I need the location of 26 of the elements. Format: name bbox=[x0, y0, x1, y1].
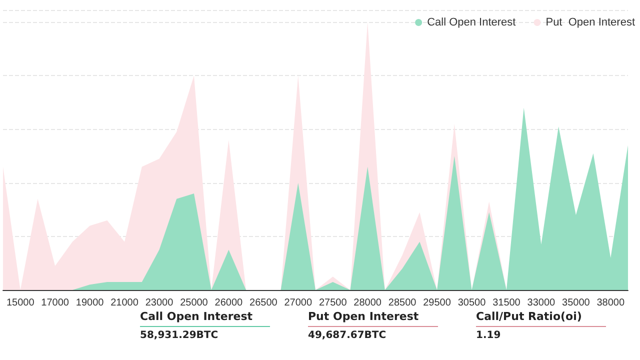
x-tick-label: 33000 bbox=[527, 298, 556, 308]
x-tick-label: 38000 bbox=[596, 298, 625, 308]
x-tick-label: 21000 bbox=[110, 298, 139, 308]
x-tick-label: 28500 bbox=[388, 298, 417, 308]
text: 49,687.67BTC bbox=[308, 330, 388, 341]
x-tick-label: 25000 bbox=[180, 298, 208, 308]
x-tick-label: 27500 bbox=[318, 298, 348, 308]
x-tick-label: 29500 bbox=[423, 298, 452, 308]
text: Put Open Interest bbox=[308, 310, 438, 327]
x-tick-label: 15000 bbox=[6, 298, 35, 308]
x-tick-label: 17000 bbox=[41, 298, 70, 308]
legend-label: Put Open Interest bbox=[546, 16, 636, 28]
x-tick-label: 27000 bbox=[284, 298, 312, 308]
legend-label: Call Open Interest bbox=[427, 16, 516, 28]
text: Call/Put Ratio(oi) bbox=[476, 310, 606, 327]
x-tick-label: 19000 bbox=[76, 298, 104, 308]
text: Call Open Interest bbox=[140, 310, 270, 327]
text: 1.19 bbox=[476, 330, 502, 341]
x-tick-label: 23000 bbox=[145, 298, 174, 308]
x-tick-label: 35000 bbox=[562, 298, 590, 308]
text: 58,931.29BTC bbox=[140, 330, 220, 341]
x-tick-label: 26000 bbox=[214, 298, 244, 308]
x-tick-label: 28000 bbox=[354, 298, 382, 308]
x-tick-label: 26500 bbox=[250, 298, 278, 308]
x-tick-label: 30500 bbox=[458, 298, 486, 308]
x-tick-label: 31500 bbox=[492, 298, 521, 308]
